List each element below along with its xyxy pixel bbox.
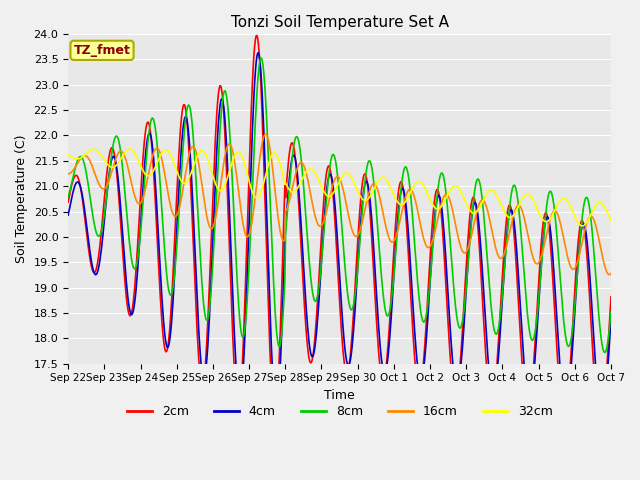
32cm [422,187,430,193]
4cm [255,50,262,56]
4cm [214,132,221,138]
8cm [422,313,430,319]
2cm [596,424,604,430]
8cm [406,187,414,193]
16cm [130,190,138,196]
2cm [253,33,260,38]
4cm [598,412,606,418]
16cm [607,271,615,276]
32cm [406,190,414,196]
32cm [64,152,72,157]
32cm [74,156,82,162]
8cm [64,193,72,199]
16cm [64,171,72,177]
16cm [262,131,270,137]
32cm [607,217,615,223]
8cm [74,156,82,162]
4cm [607,315,615,321]
Line: 8cm: 8cm [68,58,611,352]
16cm [406,186,414,192]
2cm [422,324,430,329]
32cm [126,146,134,152]
2cm [214,99,221,105]
4cm [185,134,193,140]
16cm [605,272,613,277]
4cm [130,305,138,311]
Title: Tonzi Soil Temperature Set A: Tonzi Soil Temperature Set A [230,15,449,30]
Y-axis label: Soil Temperature (C): Soil Temperature (C) [15,134,28,263]
16cm [422,242,430,248]
32cm [579,223,586,229]
32cm [131,150,138,156]
8cm [130,265,138,271]
Line: 16cm: 16cm [68,134,611,275]
2cm [74,175,82,180]
4cm [406,257,414,263]
8cm [601,349,609,355]
4cm [64,212,72,218]
32cm [186,174,193,180]
Line: 32cm: 32cm [68,149,611,226]
2cm [607,294,615,300]
32cm [214,186,222,192]
Line: 2cm: 2cm [68,36,611,427]
4cm [422,340,430,346]
X-axis label: Time: Time [324,389,355,402]
2cm [130,294,138,300]
2cm [64,199,72,205]
16cm [185,153,193,158]
Text: TZ_fmet: TZ_fmet [74,44,131,57]
8cm [185,102,193,108]
16cm [74,160,82,166]
8cm [607,309,615,315]
Line: 4cm: 4cm [68,53,611,415]
4cm [74,179,82,185]
16cm [214,203,221,209]
2cm [185,147,193,153]
Legend: 2cm, 4cm, 8cm, 16cm, 32cm: 2cm, 4cm, 8cm, 16cm, 32cm [122,400,557,423]
8cm [257,55,265,61]
2cm [406,283,414,288]
8cm [214,168,221,174]
